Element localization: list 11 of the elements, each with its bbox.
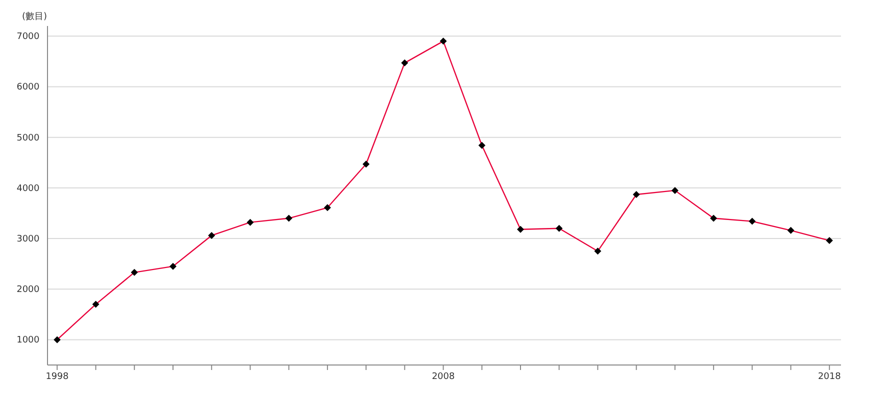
x-tick-label: 2018 — [818, 372, 842, 382]
y-tick-label: 4000 — [16, 184, 40, 194]
y-tick-label: 3000 — [16, 234, 40, 245]
y-tick-label: 2000 — [16, 285, 40, 296]
x-tick-label: 1998 — [46, 372, 69, 382]
y-axis-title: (數目) — [22, 11, 48, 22]
y-tick-label: 7000 — [16, 32, 40, 42]
y-tick-label: 5000 — [16, 133, 40, 144]
y-tick-label: 6000 — [16, 82, 40, 93]
y-tick-label: 1000 — [16, 336, 40, 346]
x-tick-label: 2008 — [432, 372, 456, 382]
